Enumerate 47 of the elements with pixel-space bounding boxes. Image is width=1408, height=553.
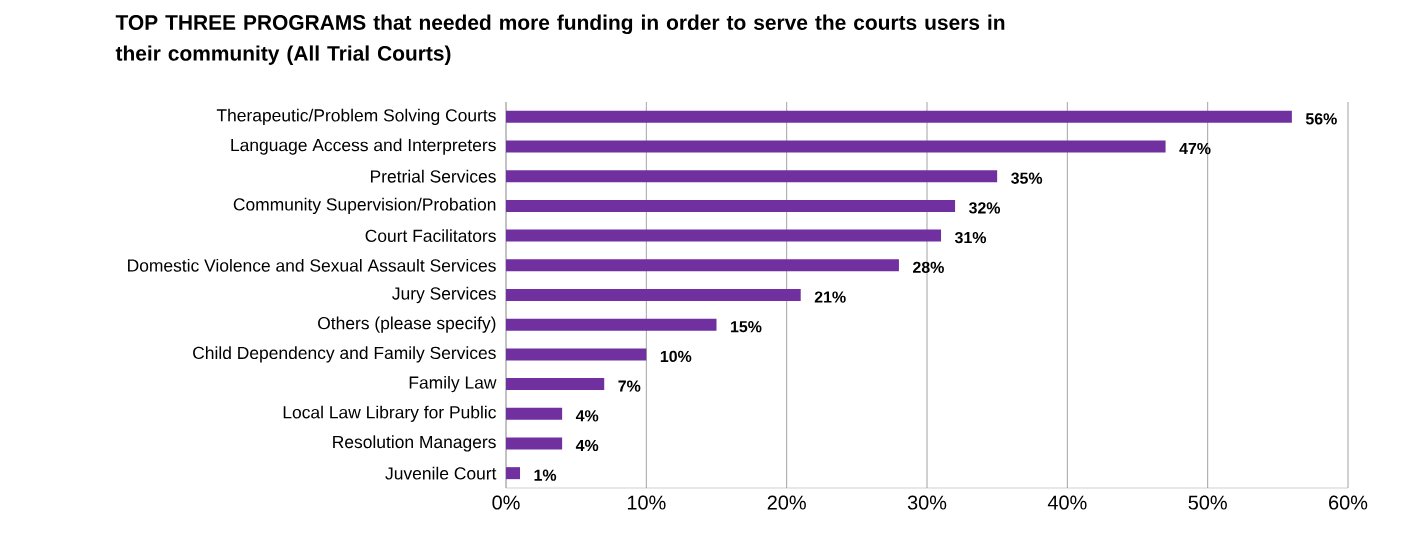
data-label: 21% bbox=[814, 291, 846, 303]
bar bbox=[506, 170, 998, 183]
data-label: 28% bbox=[913, 261, 944, 273]
data-label: 32% bbox=[968, 202, 1001, 214]
y-tick-label: Jury Services bbox=[392, 286, 496, 304]
bar bbox=[506, 318, 717, 331]
bar bbox=[506, 110, 1292, 123]
data-label: 15% bbox=[731, 321, 762, 333]
data-label: 7% bbox=[618, 380, 641, 392]
y-tick-label: Court Facilitators bbox=[365, 229, 496, 243]
data-label: 31% bbox=[954, 231, 987, 244]
y-tick-label: Community Supervision/Probation bbox=[233, 197, 496, 215]
data-label: 47% bbox=[1179, 142, 1211, 155]
data-label: 56% bbox=[1305, 113, 1337, 125]
y-tick-label: Local Law Library for Public bbox=[283, 405, 496, 422]
data-label: 4% bbox=[575, 410, 599, 422]
x-tick-label: 30% bbox=[907, 495, 947, 510]
y-tick-label: Family Law bbox=[409, 375, 497, 393]
bar bbox=[506, 378, 605, 391]
y-tick-label: Resolution Managers bbox=[333, 435, 496, 452]
x-tick-label: 20% bbox=[767, 495, 806, 510]
x-tick-label: 50% bbox=[1188, 495, 1227, 510]
y-tick-label: Child Dependency and Family Services bbox=[193, 346, 496, 363]
x-tick-label: 40% bbox=[1047, 495, 1087, 510]
bar bbox=[506, 199, 956, 212]
bar bbox=[506, 467, 521, 480]
x-tick-label: 0% bbox=[492, 495, 520, 510]
y-tick-label: Pretrial Services bbox=[371, 169, 496, 183]
chart-title: TOP THREE PROGRAMS that needed more funding in order to serve the courts users in their community (All Trial Courts) bbox=[115, 14, 1005, 65]
bar bbox=[506, 437, 563, 450]
x-tick-label: 60% bbox=[1329, 495, 1368, 510]
y-tick-label: Others (please specify) bbox=[318, 316, 496, 333]
bar bbox=[506, 348, 647, 361]
y-tick-label: Language Access and Interpreters bbox=[231, 138, 496, 155]
bar bbox=[506, 229, 942, 242]
data-label: 4% bbox=[575, 439, 599, 452]
y-tick-label: Therapeutic/Problem Solving Courts bbox=[216, 108, 496, 125]
bar bbox=[506, 407, 563, 420]
data-label: 35% bbox=[1011, 172, 1043, 184]
bar bbox=[506, 289, 801, 301]
bar bbox=[506, 140, 1166, 153]
y-tick-label: Domestic Violence and Sexual Assault Services bbox=[128, 258, 496, 272]
bar bbox=[506, 259, 899, 272]
data-label: 10% bbox=[660, 350, 692, 363]
x-tick-label: 10% bbox=[627, 495, 666, 510]
data-label: 1% bbox=[534, 469, 557, 481]
y-tick-label: Juvenile Court bbox=[385, 466, 497, 480]
